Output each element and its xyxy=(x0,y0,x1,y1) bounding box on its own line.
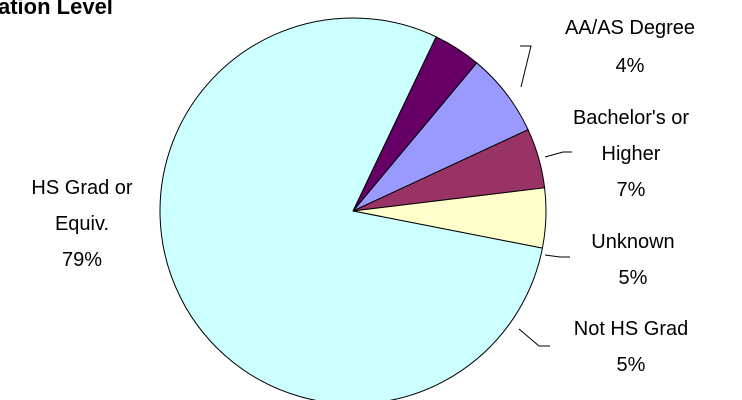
slice-labels: AA/AS Degree 4% Bachelor's or Higher 7% Unkno… xyxy=(31,17,695,376)
slice-label-0: AA/AS Degree 4% xyxy=(565,17,695,77)
leader-lines xyxy=(518,45,572,347)
slice-label-line: Not HS Grad xyxy=(574,318,688,340)
chart-title: ation Level xyxy=(0,0,113,19)
leader-line-2 xyxy=(544,254,570,258)
slice-label-line: Higher xyxy=(602,143,661,165)
slice-label-line: AA/AS Degree xyxy=(565,17,695,39)
leader-line-3 xyxy=(518,328,550,347)
slice-label-line: Unknown xyxy=(591,231,674,253)
slice-label-line: HS Grad or xyxy=(31,177,132,199)
slice-label-4: HS Grad or Equiv. 79% xyxy=(31,177,132,271)
slice-label-line: Equiv. xyxy=(55,213,109,235)
leader-line-1 xyxy=(544,151,572,158)
slice-label-1: Bachelor's or Higher 7% xyxy=(573,107,689,201)
slice-label-line: 5% xyxy=(619,267,648,289)
slice-label-line: Bachelor's or xyxy=(573,107,689,129)
pie-slice-4 xyxy=(159,17,543,400)
slice-label-line: 79% xyxy=(62,249,102,271)
slice-label-line: 7% xyxy=(617,179,646,201)
slice-label-3: Not HS Grad 5% xyxy=(574,318,688,376)
slice-label-2: Unknown 5% xyxy=(591,231,674,289)
leader-line-0 xyxy=(520,45,532,88)
slices-layer xyxy=(159,17,547,400)
slice-label-line: 4% xyxy=(616,55,645,77)
slice-label-line: 5% xyxy=(617,354,646,376)
